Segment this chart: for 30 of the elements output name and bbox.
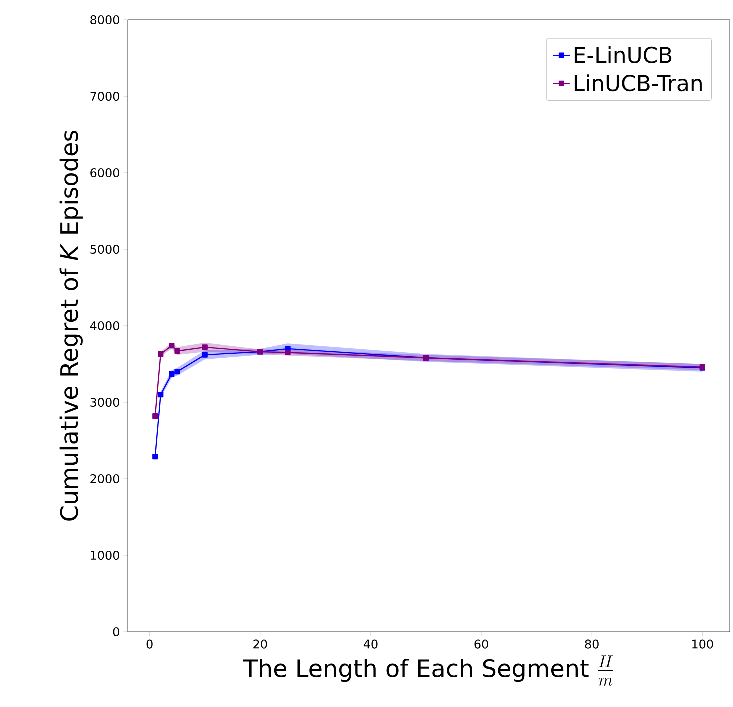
y-tick-label: 1000 [91, 550, 120, 560]
y-tick-label: 0 [113, 627, 120, 637]
y-tick-label: 8000 [90, 15, 120, 25]
x-tick-label: 80 [585, 640, 599, 649]
x-axis-title: $\text{The Length of Each Segment }\frac{H}{m}$ [243, 656, 614, 686]
y-axis-title: Cumulative Regret of K Episodes [60, 130, 83, 521]
point [158, 392, 164, 398]
y-tick-label: 7000 [90, 92, 120, 102]
point [152, 413, 158, 420]
x-tick-label: 40 [364, 640, 378, 649]
point [158, 352, 164, 358]
point [202, 352, 208, 358]
y-tick-label: 4000 [90, 321, 120, 331]
legend-label: LinUCB-Tran [574, 74, 702, 92]
point [202, 344, 208, 350]
x-tick-label: 0 [146, 640, 153, 649]
point [152, 454, 158, 460]
y-tick-label: 6000 [90, 168, 120, 178]
point [285, 350, 291, 356]
point [174, 369, 180, 375]
x-tick-label: 100 [692, 640, 714, 649]
x-tick-label: 20 [254, 640, 268, 649]
point [174, 348, 180, 354]
legend-label: E-LinUCB [574, 46, 672, 64]
x-tick-label: 60 [474, 640, 488, 649]
y-tick-label: 5000 [90, 244, 120, 254]
point [169, 371, 175, 377]
y-tick-label: 3000 [90, 398, 120, 408]
point [169, 343, 175, 349]
y-tick-label: 2000 [90, 474, 120, 484]
